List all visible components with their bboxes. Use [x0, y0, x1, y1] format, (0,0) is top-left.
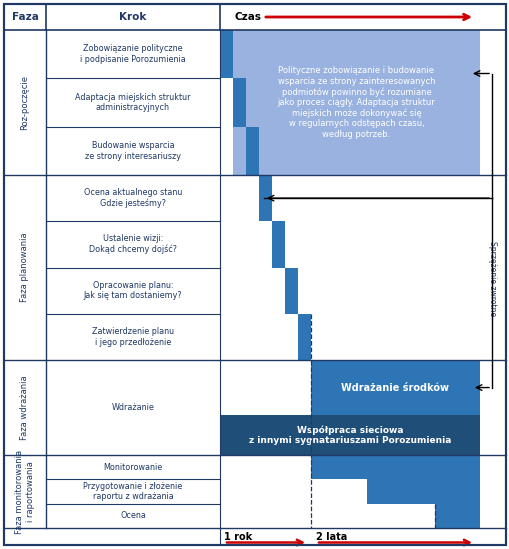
- Bar: [233, 30, 479, 175]
- Bar: [219, 415, 479, 455]
- Text: Faza wdrażania: Faza wdrażania: [20, 375, 30, 440]
- Bar: [219, 30, 233, 79]
- Text: Ocena aktualnego stanu
Gdzie jesteśmy?: Ocena aktualnego stanu Gdzie jesteśmy?: [83, 188, 182, 208]
- Text: Monitorowanie: Monitorowanie: [103, 463, 162, 472]
- Text: Czas: Czas: [235, 12, 262, 22]
- Bar: [366, 479, 479, 503]
- Text: Współpraca sieciowa
z innymi sygnatariuszami Porozumienia: Współpraca sieciowa z innymi sygnatarius…: [248, 425, 450, 445]
- Text: Ustalenie wizji:
Dokąd chcemy dojść?: Ustalenie wizji: Dokąd chcemy dojść?: [89, 234, 177, 254]
- Bar: [310, 360, 479, 415]
- Text: Opracowanie planu:
Jak się tam dostaniemy?: Opracowanie planu: Jak się tam dostaniem…: [83, 281, 182, 300]
- Text: Wdrażanie: Wdrażanie: [111, 403, 154, 412]
- Text: 2 lata: 2 lata: [316, 532, 347, 542]
- Text: 1 rok: 1 rok: [223, 532, 252, 542]
- Text: Zatwierdzenie planu
i jego przedłożenie: Zatwierdzenie planu i jego przedłożenie: [92, 327, 174, 346]
- Bar: [434, 503, 479, 528]
- Text: Wdrażanie środków: Wdrażanie środków: [341, 383, 448, 393]
- Bar: [297, 313, 310, 360]
- Text: Faza: Faza: [12, 12, 38, 22]
- Bar: [285, 267, 297, 313]
- Text: Krok: Krok: [119, 12, 147, 22]
- Text: Zobowiązanie polityczne
i podpisanie Porozumienia: Zobowiązanie polityczne i podpisanie Por…: [80, 44, 185, 64]
- Bar: [310, 455, 479, 479]
- Text: Budowanie wsparcia
ze strony interesariuszy: Budowanie wsparcia ze strony interesariu…: [85, 141, 181, 160]
- Text: Ocena: Ocena: [120, 511, 146, 520]
- Bar: [245, 127, 259, 175]
- Text: Polityczne zobowiązanie i budowanie
wsparcia ze strony zainteresowanych
podmiotó: Polityczne zobowiązanie i budowanie wspa…: [277, 66, 435, 139]
- Text: Faza monitorowania
i raportowania: Faza monitorowania i raportowania: [15, 450, 35, 534]
- Bar: [233, 79, 245, 127]
- Text: Przygotowanie i złożenie
raportu z wdrażania: Przygotowanie i złożenie raportu z wdraż…: [83, 482, 182, 501]
- Text: Roz­poczęcie: Roz­poczęcie: [20, 75, 30, 130]
- Text: Sprzężenie zwrotne: Sprzężenie zwrotne: [488, 242, 496, 317]
- Text: Adaptacja miejskich struktur
administracyjnych: Adaptacja miejskich struktur administrac…: [75, 93, 190, 112]
- Bar: [259, 175, 271, 221]
- Text: Faza planowania: Faza planowania: [20, 233, 30, 302]
- Bar: [271, 221, 285, 267]
